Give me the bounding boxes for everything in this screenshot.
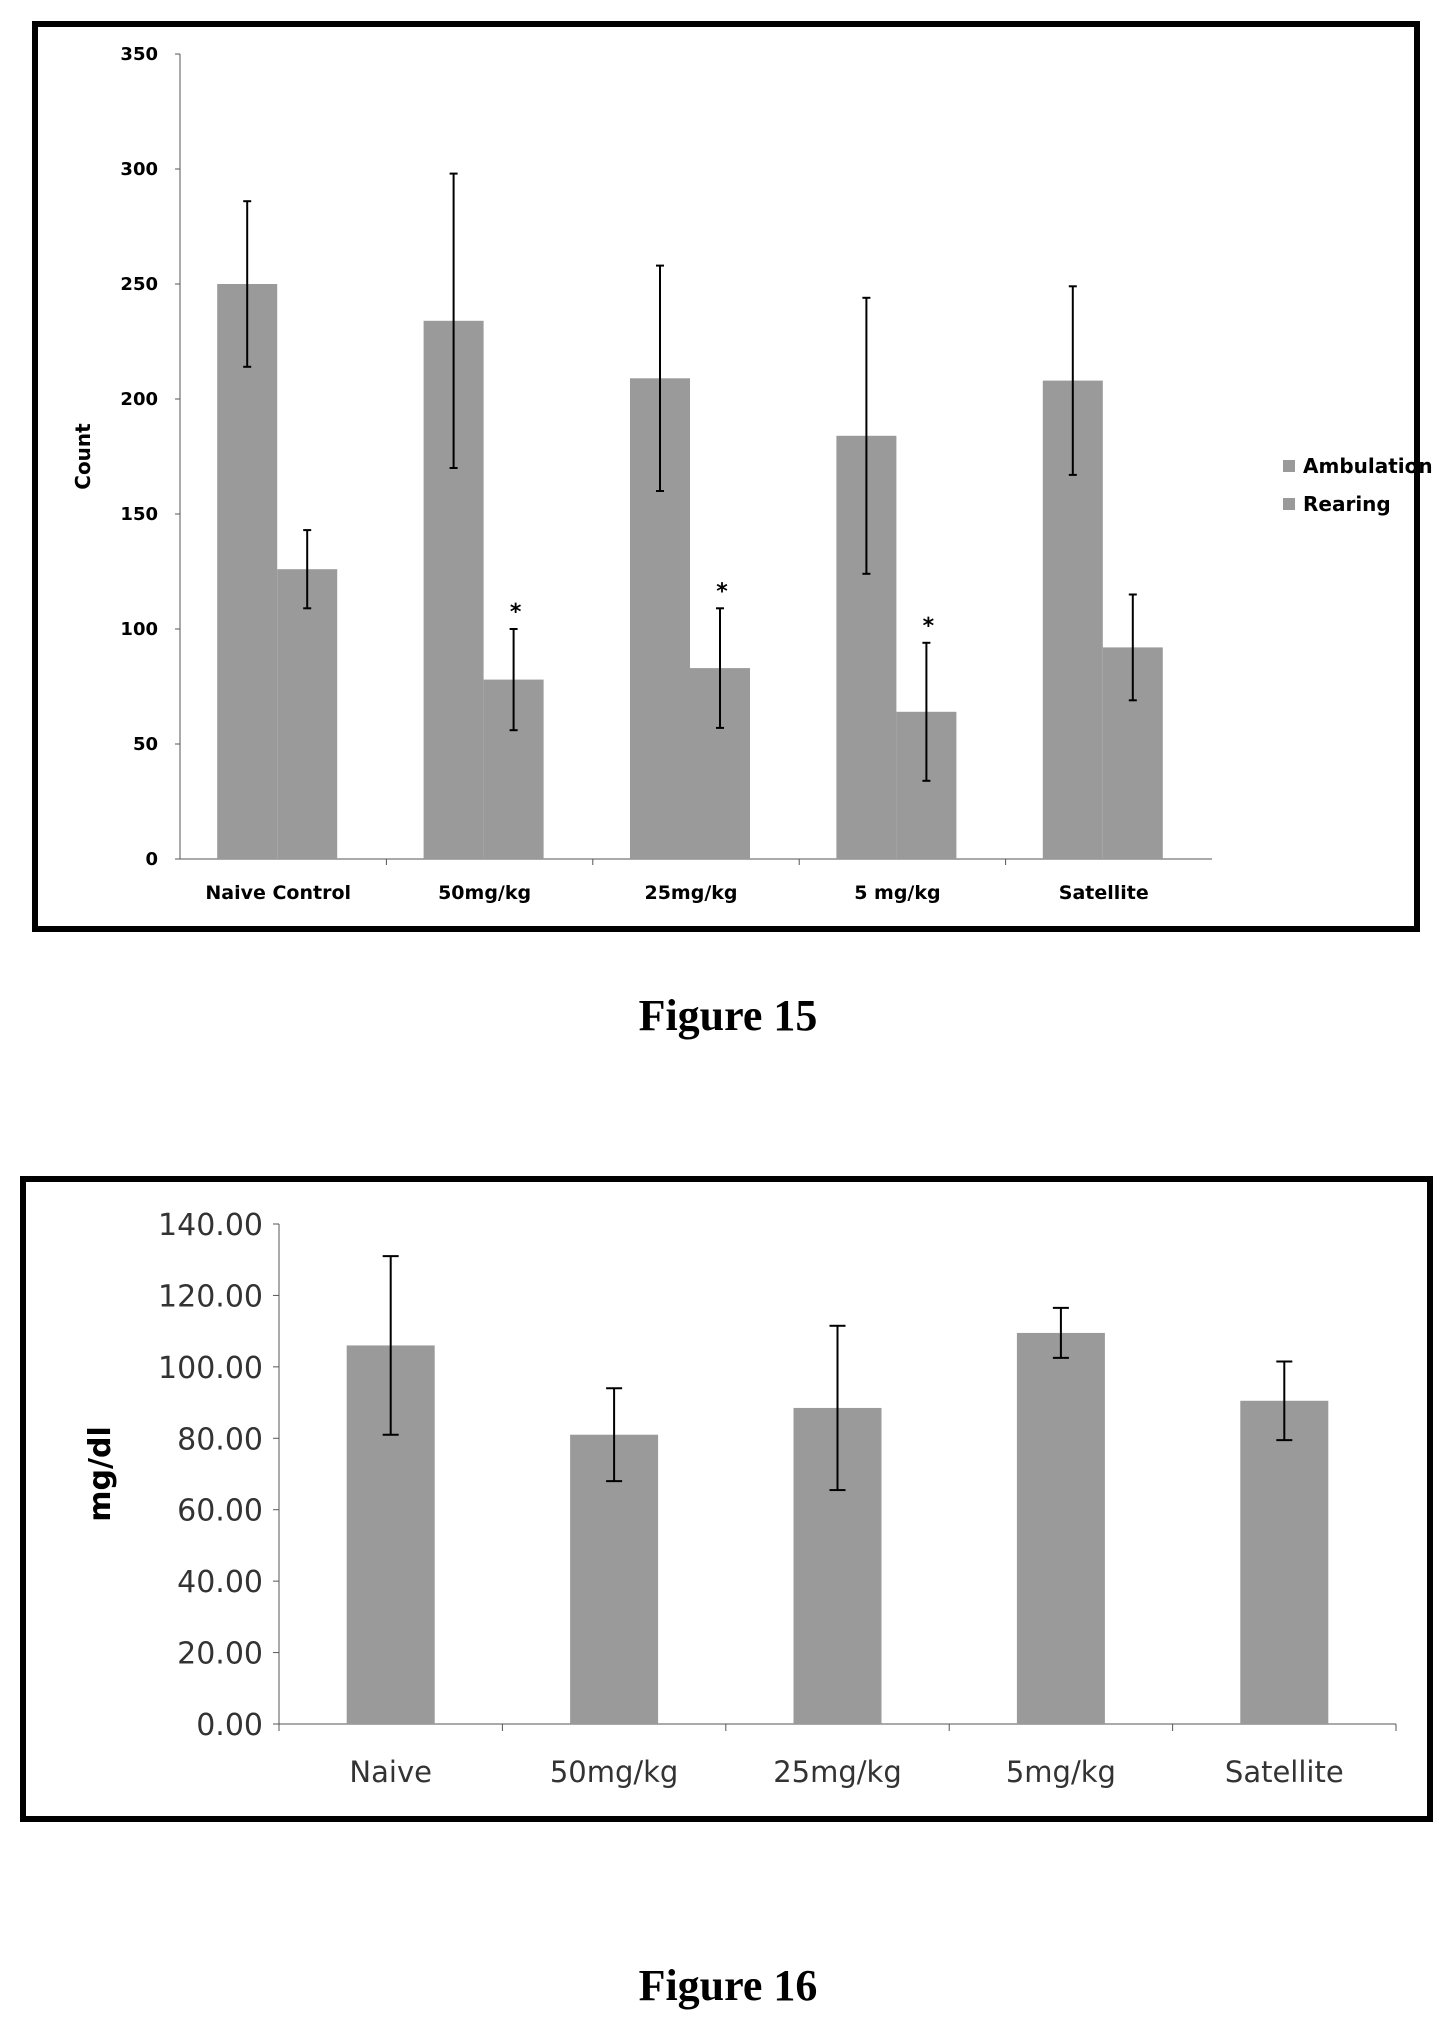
y-tick-label: 0 [145,849,158,870]
y-tick-label: 350 [120,44,158,65]
bar-rearing-naive-control [277,569,338,859]
y-tick-label: 80.00 [177,1422,263,1457]
x-tick-label-naive-control: Naive Control [205,882,351,904]
legend-swatch-ambulation [1283,460,1295,472]
bar-ambulation-naive-control [217,284,278,859]
y-tick-label: 40.00 [177,1565,263,1600]
legend-label-rearing: Rearing [1303,492,1391,516]
figure-16-plot: 0.00 20.00 40.00 60.00 80.00 100.00 120.00 140.… [83,1208,1397,1789]
y-tick-label: 20.00 [177,1637,263,1672]
y-tick-label: 300 [120,159,158,180]
figure-15-plot: 0 50 100 150 200 250 300 350 Count Naive Control 5… [71,44,1212,904]
y-tick-label: 50 [133,734,158,755]
x-tick-label-25mg-kg: 25mg/kg [773,1755,902,1789]
figure-15-chart: 0 50 100 150 200 250 300 350 Count Naive Control 5… [32,21,1433,932]
significance-asterisk: * [923,614,935,639]
significance-asterisk: * [716,579,728,604]
x-tick-label-naive: Naive [349,1755,432,1789]
bar-50mg-kg [570,1434,659,1724]
y-tick-label: 140.00 [158,1208,263,1243]
x-tick-label-50mg-kg: 50mg/kg [438,882,531,904]
figure-15-caption: Figure 15 [638,991,818,1040]
y-tick-label: 100 [120,619,158,640]
y-tick-label: 60.00 [177,1494,263,1529]
legend-label-ambulation: Ambulation [1303,454,1433,478]
legend-item-ambulation: Ambulation [1283,447,1433,485]
x-tick-label-25mg-kg: 25mg/kg [644,882,737,904]
y-tick-label: 0.00 [196,1708,263,1743]
figure-16-caption: Figure 16 [638,1961,818,2010]
y-tick-label: 200 [120,389,158,410]
x-tick-label-5-mg-kg: 5 mg/kg [854,882,940,904]
bar-5mg-kg [1016,1332,1105,1724]
bar-satellite [1240,1400,1329,1724]
figure-15-legend: Ambulation Rearing [1283,447,1433,523]
legend-item-rearing: Rearing [1283,485,1433,523]
x-tick-label-50mg-kg: 50mg/kg [550,1755,679,1789]
y-tick-label: 120.00 [158,1279,263,1314]
y-axis-title: mg/dl [83,1426,118,1521]
y-tick-label: 100.00 [158,1351,263,1386]
figure-16-chart: 0.00 20.00 40.00 60.00 80.00 100.00 120.00 140.… [20,1176,1433,1822]
x-tick-label-satellite: Satellite [1059,882,1149,904]
y-axis-title: Count [71,423,95,490]
x-tick-label-5mg-kg: 5mg/kg [1006,1755,1116,1789]
significance-asterisk: * [510,600,522,625]
x-tick-label-satellite: Satellite [1225,1755,1344,1789]
y-tick-label: 250 [120,274,158,295]
y-tick-label: 150 [120,504,158,525]
legend-swatch-rearing [1283,498,1295,510]
